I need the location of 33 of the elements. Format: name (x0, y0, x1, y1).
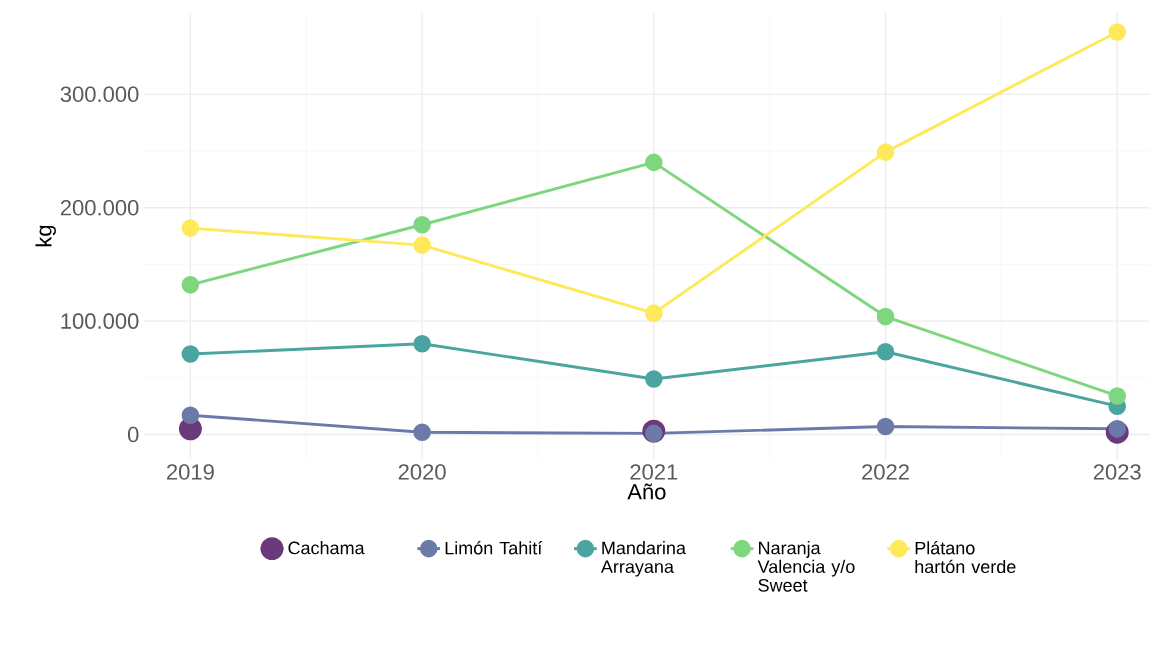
point (181, 219, 200, 237)
x-tick-label: 2022 (862, 464, 909, 480)
x-tick-label: 2020 (398, 464, 446, 480)
x-tick-label: 2019 (167, 464, 214, 480)
x-tick-label: 2021 (630, 464, 678, 480)
point (1108, 387, 1127, 405)
point (413, 423, 431, 441)
legend-label: Mandarina Arrayana (600, 541, 686, 577)
y-axis-title: kg (35, 225, 56, 247)
legend-label: Naranja Valencia y/o Sweet (757, 541, 855, 592)
point (876, 307, 895, 326)
point (181, 406, 200, 424)
point (181, 275, 200, 294)
y-tick-label: 100.000 (61, 313, 139, 329)
point (413, 236, 431, 254)
y-tick-label: 0 (127, 426, 139, 443)
point (1108, 23, 1127, 41)
point (413, 215, 431, 234)
point (181, 345, 200, 363)
x-axis-title: Año (627, 483, 666, 500)
point (413, 334, 431, 353)
legend-label: Limón Tahití (445, 540, 543, 555)
point (645, 153, 663, 172)
x-tick-label: 2023 (1093, 464, 1141, 480)
point (876, 417, 895, 436)
point (645, 370, 663, 388)
point (876, 143, 895, 161)
legend-label: Cachama (288, 541, 365, 555)
point (645, 304, 663, 322)
y-tick-label: 200.000 (60, 199, 139, 216)
legend-label: Plátano hartón verde (915, 540, 1016, 574)
point (876, 342, 895, 361)
y-tick-label: 300.000 (60, 86, 139, 103)
